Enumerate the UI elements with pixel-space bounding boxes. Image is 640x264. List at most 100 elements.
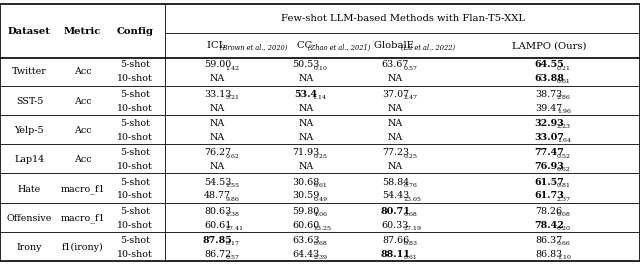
Text: 33.13: 33.13 [204, 90, 231, 99]
Text: GlobalE: GlobalE [374, 41, 417, 50]
Text: (Lu et al., 2022): (Lu et al., 2022) [401, 44, 456, 52]
Text: 86.37: 86.37 [536, 236, 563, 245]
Text: 63.63: 63.63 [292, 236, 319, 245]
Text: 53.4: 53.4 [294, 90, 317, 99]
Text: 64.43: 64.43 [292, 250, 319, 259]
Text: Acc: Acc [74, 67, 92, 76]
Text: NA: NA [388, 103, 403, 112]
Text: 59.00: 59.00 [204, 60, 231, 69]
Text: CC: CC [297, 41, 315, 50]
Text: 0.68: 0.68 [403, 212, 417, 217]
Text: 37.07: 37.07 [382, 90, 409, 99]
Text: 13.05: 13.05 [403, 197, 421, 202]
Text: 50.53: 50.53 [292, 60, 319, 69]
Text: Metric: Metric [64, 26, 101, 36]
Text: 0.49: 0.49 [314, 197, 328, 202]
Text: 10-shot: 10-shot [117, 250, 153, 259]
Text: 0.21: 0.21 [557, 66, 571, 71]
Text: 0.52: 0.52 [557, 154, 571, 158]
Text: NA: NA [388, 74, 403, 83]
Text: 0.61: 0.61 [314, 183, 328, 188]
Text: 2.39: 2.39 [314, 255, 328, 260]
Text: macro_f1: macro_f1 [60, 214, 105, 223]
Text: NA: NA [298, 103, 314, 112]
Text: Yelp-5: Yelp-5 [15, 126, 44, 135]
Text: 78.42: 78.42 [534, 221, 564, 230]
Text: 0.62: 0.62 [557, 167, 571, 172]
Text: 59.80: 59.80 [292, 207, 319, 216]
Text: 0.25: 0.25 [403, 154, 417, 158]
Text: 71.93: 71.93 [292, 148, 319, 157]
Text: 2.47: 2.47 [403, 95, 417, 100]
Text: 76.93: 76.93 [534, 162, 564, 171]
Text: 10-shot: 10-shot [117, 133, 153, 142]
Text: SST-5: SST-5 [16, 97, 43, 106]
Text: 1.55: 1.55 [225, 183, 239, 188]
Text: 1.42: 1.42 [225, 66, 239, 71]
Text: 10-shot: 10-shot [117, 162, 153, 171]
Text: 0.81: 0.81 [557, 183, 571, 188]
Text: 54.53: 54.53 [204, 178, 231, 187]
Text: 0.25: 0.25 [314, 154, 328, 158]
Text: NA: NA [210, 133, 225, 142]
Text: 77.47: 77.47 [534, 148, 564, 157]
Text: 0.66: 0.66 [557, 241, 571, 246]
Text: 76.27: 76.27 [204, 148, 231, 157]
Text: 2.86: 2.86 [557, 95, 571, 100]
Text: Dataset: Dataset [8, 26, 51, 36]
Text: 0.62: 0.62 [225, 154, 239, 158]
Text: 1.96: 1.96 [557, 109, 571, 114]
Text: 1.10: 1.10 [557, 255, 571, 260]
Text: 58.84: 58.84 [382, 178, 409, 187]
Text: 54.43: 54.43 [382, 191, 409, 200]
Text: ICL: ICL [207, 41, 228, 50]
Text: 77.23: 77.23 [382, 148, 409, 157]
Text: 38.73: 38.73 [536, 90, 563, 99]
Text: NA: NA [210, 74, 225, 83]
Text: 39.47: 39.47 [536, 103, 563, 112]
Text: 5-shot: 5-shot [120, 90, 150, 99]
Text: 10-shot: 10-shot [117, 74, 153, 83]
Text: 87.66: 87.66 [382, 236, 409, 245]
Text: 10-shot: 10-shot [117, 191, 153, 200]
Text: NA: NA [298, 133, 314, 142]
Text: (Brown et al., 2020): (Brown et al., 2020) [220, 44, 287, 52]
Text: 61.57: 61.57 [534, 178, 564, 187]
Text: 63.88: 63.88 [534, 74, 564, 83]
Text: 5-shot: 5-shot [120, 178, 150, 187]
Text: NA: NA [210, 103, 225, 112]
Text: 78.26: 78.26 [536, 207, 563, 216]
Text: NA: NA [388, 162, 403, 171]
Text: macro_f1: macro_f1 [60, 184, 105, 194]
Text: 60.33: 60.33 [382, 221, 409, 230]
Text: 10-shot: 10-shot [117, 221, 153, 230]
Text: 30.59: 30.59 [292, 191, 319, 200]
Text: 13.25: 13.25 [314, 226, 332, 231]
Text: Lap14: Lap14 [14, 155, 45, 164]
Text: 0.10: 0.10 [314, 66, 328, 71]
Text: LAMPO (Ours): LAMPO (Ours) [512, 41, 586, 50]
Text: 27.41: 27.41 [225, 226, 243, 231]
Text: 0.76: 0.76 [403, 183, 417, 188]
Text: 1.38: 1.38 [225, 212, 239, 217]
Text: 88.11: 88.11 [381, 250, 410, 259]
Text: 86.72: 86.72 [204, 250, 231, 259]
Text: 0.61: 0.61 [557, 79, 571, 84]
Text: Acc: Acc [74, 155, 92, 164]
Text: NA: NA [388, 133, 403, 142]
Text: 30.68: 30.68 [292, 178, 319, 187]
Text: Twitter: Twitter [12, 67, 47, 76]
Text: Config: Config [116, 26, 154, 36]
Text: NA: NA [298, 162, 314, 171]
Text: 0.20: 0.20 [557, 226, 571, 231]
Text: 10-shot: 10-shot [117, 103, 153, 112]
Text: 48.77: 48.77 [204, 191, 231, 200]
Text: 0.57: 0.57 [403, 66, 417, 71]
Text: NA: NA [298, 74, 314, 83]
Text: NA: NA [210, 162, 225, 171]
Text: 63.67: 63.67 [382, 60, 409, 69]
Text: NA: NA [388, 119, 403, 128]
Text: Hate: Hate [18, 185, 41, 194]
Text: Few-shot LLM-based Methods with Flan-T5-XXL: Few-shot LLM-based Methods with Flan-T5-… [280, 14, 525, 23]
Text: Irony: Irony [17, 243, 42, 252]
